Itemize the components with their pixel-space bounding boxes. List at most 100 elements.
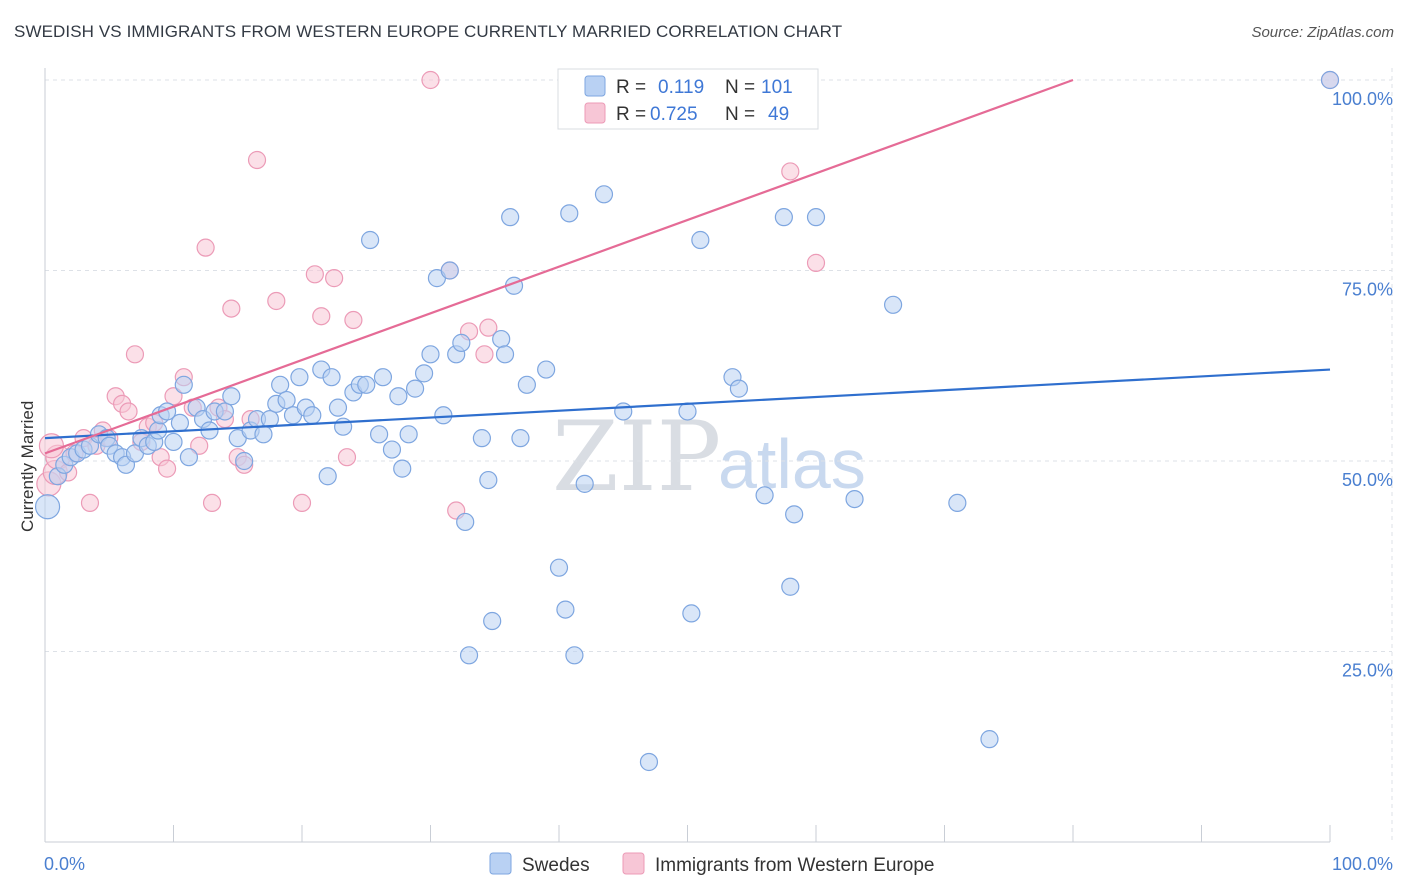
watermark-atlas: atlas <box>718 425 866 503</box>
immigrants-point-23 <box>196 238 215 257</box>
swedes-point-77 <box>549 558 569 577</box>
immigrants-point-27 <box>222 299 241 318</box>
y-tick-label-100: 100.0% <box>1332 89 1393 109</box>
swedes-point-74 <box>511 429 530 448</box>
legend-r-value-1: 0.119 <box>658 77 704 98</box>
swedes-point-51 <box>361 230 380 250</box>
legend-n-label-2: N = <box>725 104 755 125</box>
swedes-point-70 <box>492 329 511 349</box>
bottom-legend: Swedes Immigrants from Western Europe <box>489 852 934 876</box>
swedes-point-46 <box>328 398 348 417</box>
swedes-point-50 <box>357 375 376 394</box>
chart-title: SWEDISH VS IMMIGRANTS FROM WESTERN EUROP… <box>14 22 843 41</box>
swedes-point-71 <box>495 345 515 364</box>
source-label: Source: ZipAtlas.com <box>1251 24 1394 41</box>
immigrants-point-24 <box>202 493 222 513</box>
immigrants-point-33 <box>292 493 312 513</box>
swedes-point-96 <box>883 295 903 314</box>
bottom-legend-swatch-swedes <box>489 852 512 875</box>
legend-r-value-2: 0.725 <box>650 104 698 125</box>
x-tick-label-0: 0.0% <box>44 854 85 874</box>
swedes-point-37 <box>271 375 290 394</box>
swedes-point-89 <box>729 379 749 398</box>
swedes-point-29 <box>222 387 241 406</box>
swedes-point-75 <box>517 375 536 394</box>
watermark: ZIP atlas <box>552 401 866 513</box>
swedes-point-65 <box>452 333 471 352</box>
swedes-point-0 <box>34 494 61 520</box>
bottom-legend-swatch-immigrants <box>622 852 645 875</box>
legend-r-label-1: R = <box>616 77 646 98</box>
legend-swatch-immigrants <box>584 102 606 124</box>
swedes-point-90 <box>755 486 774 505</box>
immigrants-point-35 <box>312 307 331 326</box>
swedes-point-86 <box>682 604 701 623</box>
y-axis-label: Currently Married <box>18 401 37 532</box>
swedes-point-92 <box>781 577 800 596</box>
immigrants-point-37 <box>337 448 357 467</box>
swedes-point-53 <box>373 368 393 387</box>
swedes-point-55 <box>389 387 408 406</box>
swedes-point-72 <box>501 208 520 227</box>
swedes-point-44 <box>318 467 337 486</box>
immigrants-point-34 <box>305 265 324 284</box>
tick-labels: 25.0% 50.0% 75.0% 100.0% 0.0% 100.0% <box>44 89 1393 874</box>
swedes-point-100 <box>459 646 479 665</box>
swedes-point-67 <box>472 429 491 448</box>
swedes-point-20 <box>164 432 183 452</box>
gridlines <box>45 68 1393 842</box>
swedes-point-47 <box>334 417 353 436</box>
immigrants-point-42 <box>479 318 498 337</box>
swedes-point-35 <box>260 409 279 429</box>
swedes-point-21 <box>170 413 190 432</box>
swedes-point-54 <box>382 440 402 459</box>
swedes-point-79 <box>560 204 579 223</box>
immigrants-point-36 <box>325 269 344 288</box>
swedes-point-38 <box>277 390 296 410</box>
swedes-point-99 <box>1320 70 1340 90</box>
y-tick-label-25: 25.0% <box>1342 661 1393 681</box>
swedes-point-85 <box>678 402 697 421</box>
swedes-trend-line <box>44 368 1331 440</box>
swedes-point-63 <box>440 261 459 280</box>
swedes-point-17 <box>148 421 168 440</box>
swedes-point-69 <box>483 611 502 631</box>
swedes-point-91 <box>774 208 793 227</box>
immigrants-trend-line <box>44 78 1074 455</box>
legend-n-label-1: N = <box>725 77 755 98</box>
legend-n-value-1: 101 <box>761 77 793 98</box>
immigrants-point-44 <box>475 345 494 364</box>
swedes-point-84 <box>639 752 659 772</box>
immigrants-point-31 <box>247 150 267 170</box>
immigrants-point-13 <box>125 345 145 364</box>
immigrants-point-32 <box>267 291 286 311</box>
swedes-point-45 <box>322 368 341 387</box>
swedes-point-78 <box>556 600 575 619</box>
trend-lines <box>44 78 1331 455</box>
swedes-point-83 <box>614 402 633 421</box>
swedes-point-34 <box>254 425 273 444</box>
swedes-point-52 <box>370 425 389 444</box>
swedes-point-57 <box>399 425 418 444</box>
swedes-point-56 <box>393 459 412 478</box>
swedes-point-80 <box>565 646 584 665</box>
watermark-zip: ZIP <box>552 401 721 513</box>
swedes-point-23 <box>179 448 199 467</box>
bottom-legend-label-immigrants: Immigrants from Western Europe <box>655 855 934 876</box>
swedes-point-81 <box>575 474 594 493</box>
immigrants-point-18 <box>157 459 177 478</box>
y-tick-label-50: 50.0% <box>1342 470 1393 490</box>
bottom-legend-label-swedes: Swedes <box>522 855 590 876</box>
legend-swatch-swedes <box>584 75 606 97</box>
immigrants-point-22 <box>190 436 209 455</box>
swedes-point-42 <box>303 406 322 425</box>
swedes-point-66 <box>456 512 475 532</box>
swedes-point-68 <box>479 470 498 490</box>
swedes-point-87 <box>691 230 710 250</box>
swedes-point-94 <box>806 208 826 227</box>
x-tick-label-100: 100.0% <box>1332 854 1393 874</box>
swedes-point-59 <box>414 364 434 383</box>
swedes-point-60 <box>421 345 440 364</box>
swedes-point-95 <box>845 490 864 509</box>
